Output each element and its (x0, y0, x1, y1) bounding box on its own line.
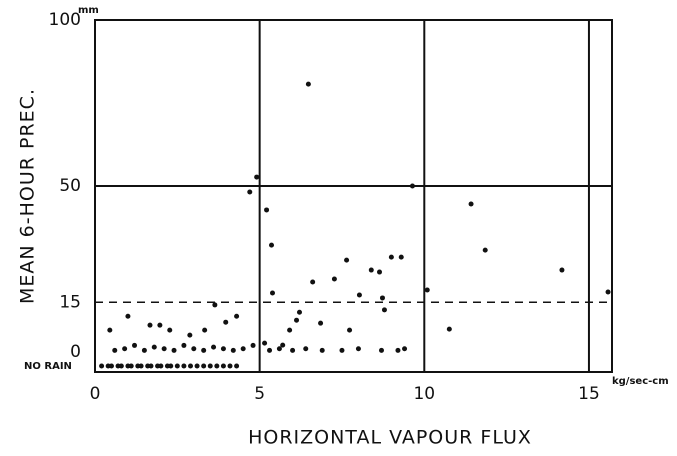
y-tick-label: 100 (49, 10, 81, 30)
point (559, 267, 565, 273)
point (247, 189, 253, 195)
x-tick-label: 0 (90, 384, 101, 404)
point (318, 320, 324, 326)
y-unit: mm (78, 5, 99, 16)
point (402, 346, 408, 352)
point (381, 307, 387, 313)
x-tick-label: 5 (254, 384, 265, 404)
point (424, 287, 430, 293)
no-rain-point (181, 363, 187, 369)
point (468, 201, 474, 207)
point (388, 254, 394, 260)
x-tick-label: 10 (413, 384, 435, 404)
point (167, 327, 173, 333)
point (264, 207, 270, 213)
point (303, 346, 309, 352)
point (234, 313, 240, 319)
point (409, 183, 415, 189)
point (122, 346, 128, 352)
point (132, 342, 138, 348)
point (269, 242, 275, 248)
no-rain-point (174, 363, 180, 369)
point (482, 247, 488, 253)
point (151, 344, 157, 350)
no-rain-label: NO RAIN (24, 361, 72, 372)
point (181, 342, 187, 348)
point (379, 295, 385, 301)
point (339, 347, 345, 353)
no-rain-point (138, 363, 144, 369)
point (250, 342, 256, 348)
y-axis-title: MEAN 6-HOUR PREC. (17, 88, 39, 304)
point (125, 313, 131, 319)
point (240, 346, 246, 352)
point (112, 347, 118, 353)
point (398, 254, 404, 260)
point (141, 347, 147, 353)
no-rain-point (234, 363, 240, 369)
point (202, 327, 208, 333)
point (276, 346, 282, 352)
point (368, 267, 374, 273)
point (296, 309, 302, 315)
point (171, 347, 177, 353)
no-rain-point (148, 363, 154, 369)
point (107, 327, 113, 333)
point (254, 174, 260, 180)
point (331, 276, 337, 282)
no-rain-point (214, 363, 220, 369)
no-rain-point (99, 363, 105, 369)
point (377, 269, 383, 275)
point (157, 322, 163, 328)
point (395, 347, 401, 353)
point (605, 289, 611, 295)
y-tick-label: 50 (59, 176, 81, 196)
point (269, 290, 275, 296)
no-rain-point (128, 363, 134, 369)
point (356, 292, 362, 298)
point (305, 81, 311, 87)
point (220, 346, 226, 352)
no-rain-point (108, 363, 114, 369)
no-rain-point (194, 363, 200, 369)
no-rain-point (168, 363, 174, 369)
point (344, 257, 350, 263)
point (191, 346, 197, 352)
point (319, 347, 325, 353)
point (310, 279, 316, 285)
point (223, 319, 229, 325)
point (212, 302, 218, 308)
x-tick-label: 15 (578, 384, 600, 404)
point (161, 346, 167, 352)
point (201, 347, 207, 353)
x-unit: kg/sec-cm (612, 376, 669, 387)
point (294, 317, 300, 323)
point (262, 340, 268, 346)
point (211, 344, 217, 350)
no-rain-point (118, 363, 124, 369)
point (290, 347, 296, 353)
no-rain-point (220, 363, 226, 369)
point (347, 327, 353, 333)
point (267, 347, 273, 353)
y-tick-label: 0 (70, 342, 81, 362)
point (355, 346, 361, 352)
no-rain-point (158, 363, 164, 369)
point (378, 347, 384, 353)
plot-frame (94, 19, 613, 373)
no-rain-point (207, 363, 213, 369)
no-rain-point (187, 363, 193, 369)
point (287, 327, 293, 333)
point (280, 342, 286, 348)
no-rain-point (227, 363, 233, 369)
point (230, 347, 236, 353)
point (187, 332, 193, 338)
point (147, 322, 153, 328)
x-axis-title: HORIZONTAL VAPOUR FLUX (248, 427, 532, 449)
y-tick-label: 15 (59, 292, 81, 312)
point (446, 326, 452, 332)
no-rain-point (201, 363, 207, 369)
